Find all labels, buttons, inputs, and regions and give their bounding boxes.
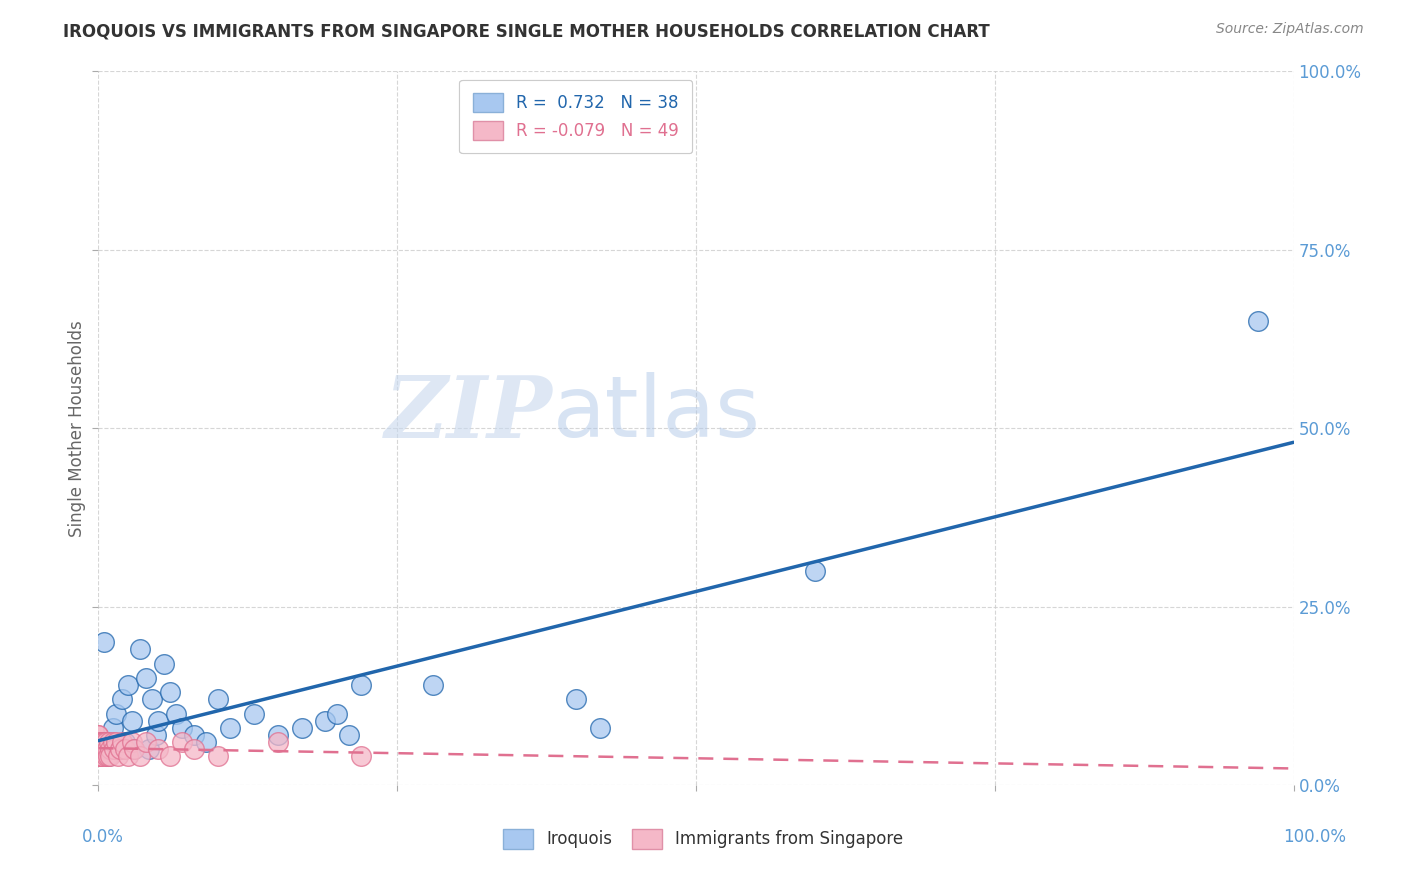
Point [98,735,122,749]
Point [96,742,118,756]
Point [105,735,128,749]
Point [111,735,134,749]
Point [207,749,229,764]
Point [90,742,112,756]
Point [145,728,167,742]
Point [107,749,129,764]
Legend: Iroquois, Immigrants from Singapore: Iroquois, Immigrants from Singapore [495,821,911,857]
Point [87,749,110,764]
Point [87,749,110,764]
Point [135,671,157,685]
Point [105,706,128,721]
Point [97,749,120,764]
Point [195,735,218,749]
Point [165,706,187,721]
Text: 0.0%: 0.0% [82,828,124,846]
Point [129,642,152,657]
Point [117,749,139,764]
Point [138,742,160,756]
Point [804,564,827,578]
Point [90,742,112,756]
Point [101,721,124,735]
Point [94,735,117,749]
Point [87,728,110,742]
Point [148,742,170,756]
Point [114,742,136,756]
Point [422,678,444,692]
Point [87,742,110,756]
Point [207,692,229,706]
Point [101,735,124,749]
Point [91,742,114,756]
Point [93,735,115,749]
Point [172,721,194,735]
Point [172,735,194,749]
Point [141,692,163,706]
Point [267,728,290,742]
Point [87,742,110,756]
Point [565,692,588,706]
Text: ZIP: ZIP [385,372,553,456]
Point [291,721,314,735]
Point [87,735,110,749]
Point [159,749,181,764]
Legend: R =  0.732   N = 38, R = -0.079   N = 49: R = 0.732 N = 38, R = -0.079 N = 49 [460,79,692,153]
Text: atlas: atlas [553,372,761,456]
Point [350,749,373,764]
Text: 100.0%: 100.0% [1284,828,1346,846]
Point [148,714,170,728]
Text: IROQUOIS VS IMMIGRANTS FROM SINGAPORE SINGLE MOTHER HOUSEHOLDS CORRELATION CHART: IROQUOIS VS IMMIGRANTS FROM SINGAPORE SI… [63,22,990,40]
Point [87,749,110,764]
Point [1247,314,1270,328]
Y-axis label: Single Mother Households: Single Mother Households [67,320,86,536]
Point [89,742,111,756]
Point [89,749,111,764]
Point [315,714,337,728]
Point [91,735,114,749]
Point [91,735,114,749]
Point [93,635,115,649]
Point [350,678,373,692]
Point [103,742,125,756]
Point [98,735,121,749]
Point [183,728,205,742]
Point [90,735,112,749]
Point [183,742,205,756]
Point [111,692,134,706]
Point [339,728,361,742]
Point [94,749,117,764]
Point [153,657,176,671]
Point [589,721,612,735]
Point [89,735,111,749]
Point [108,742,131,756]
Point [90,749,112,764]
Point [91,749,114,764]
Point [87,728,110,742]
Point [159,685,181,699]
Point [91,742,114,756]
Point [87,742,110,756]
Point [97,749,120,764]
Point [93,742,115,756]
Point [267,735,290,749]
Point [108,742,131,756]
Text: Source: ZipAtlas.com: Source: ZipAtlas.com [1216,22,1364,37]
Point [87,735,110,749]
Point [124,742,146,756]
Point [219,721,242,735]
Point [121,714,143,728]
Point [98,742,122,756]
Point [117,678,139,692]
Point [326,706,349,721]
Point [135,735,157,749]
Point [124,742,146,756]
Point [243,706,266,721]
Point [129,749,152,764]
Point [98,749,122,764]
Point [114,735,136,749]
Point [121,735,143,749]
